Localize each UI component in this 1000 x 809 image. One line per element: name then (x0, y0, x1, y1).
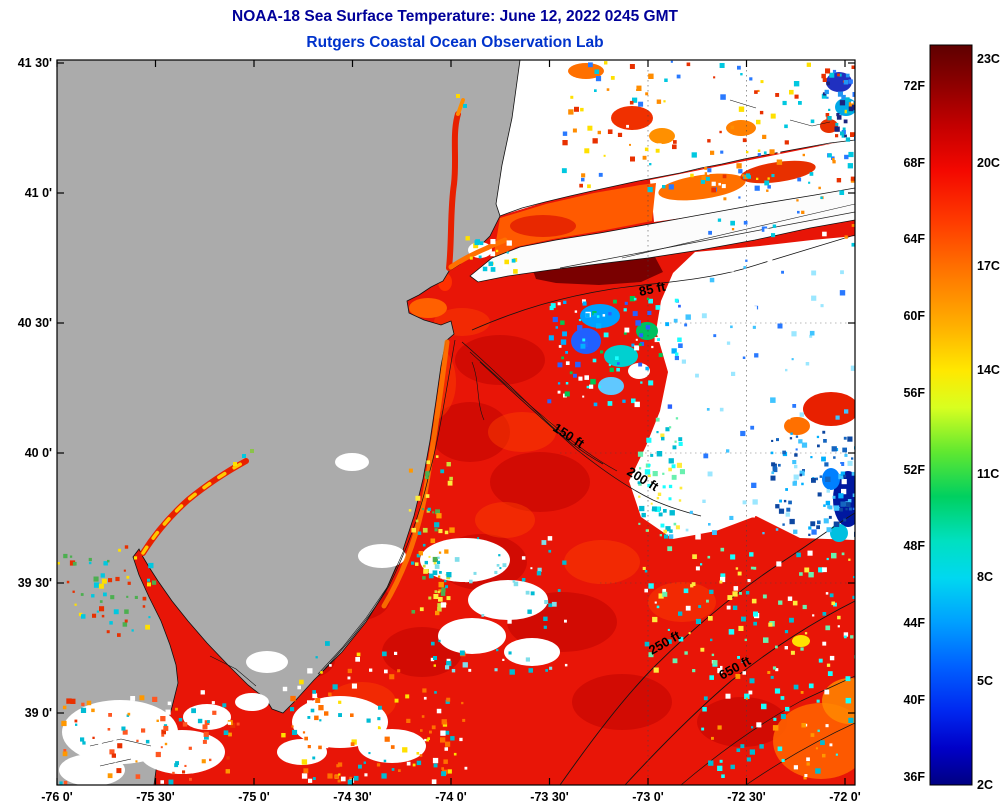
x-axis-labels: -76 0' -75 30' -75 0' -74 30' -74 0' -73… (41, 790, 860, 804)
ct-coastline (499, 99, 855, 217)
x-tick-label: -73 30' (530, 790, 568, 804)
land-region (57, 60, 521, 785)
colorbar-fahrenheit-labels: 72F 68F 64F 60F 56F 52F 48F 44F 40F 36F (903, 79, 925, 784)
colorbar-label-c: 11C (977, 467, 999, 481)
colorbar-celsius-labels: 23C 20C 17C 14C 11C 8C 5C 2C (977, 52, 1000, 792)
x-tick-label: -72 30' (727, 790, 765, 804)
colorbar: 72F 68F 64F 60F 56F 52F 48F 44F 40F 36F … (903, 44, 1000, 792)
colorbar-label-f: 52F (903, 463, 925, 477)
x-tick-label: -74 30' (333, 790, 371, 804)
colorbar-label-c: 8C (977, 570, 993, 584)
x-tick-label: -74 0' (435, 790, 466, 804)
y-tick-label: 40 0' (25, 446, 52, 460)
x-tick-label: -73 0' (632, 790, 663, 804)
contour-label-85ft: 85 ft (638, 279, 668, 299)
sst-anomalies (381, 257, 855, 779)
axis-ticks (56, 60, 855, 785)
colorbar-label-f: 64F (903, 232, 925, 246)
y-tick-label: 41 30' (18, 56, 52, 70)
colorbar-label-f: 60F (903, 309, 925, 323)
y-tick-label: 41 0' (25, 186, 52, 200)
colorbar-label-c: 14C (977, 363, 1000, 377)
colorbar-gradient (929, 44, 973, 786)
colorbar-label-f: 68F (903, 156, 925, 170)
plot-frame (56, 59, 856, 786)
colorbar-label-f: 56F (903, 386, 925, 400)
graticule (560, 60, 855, 785)
colorbar-label-c: 23C (977, 52, 1000, 66)
colorbar-label-c: 17C (977, 259, 1000, 273)
y-tick-label: 40 30' (18, 316, 52, 330)
river-sst-streaks (140, 94, 508, 556)
y-axis-labels: 41 30' 41 0' 40 30' 40 0' 39 30' 39 0' (18, 56, 52, 720)
colorbar-label-f: 44F (903, 616, 925, 630)
x-tick-label: -75 0' (238, 790, 269, 804)
long-island (469, 187, 855, 283)
y-tick-label: 39 0' (25, 706, 52, 720)
colorbar-label-f: 72F (903, 79, 925, 93)
colorbar-label-c: 20C (977, 156, 1000, 170)
colorbar-label-f: 48F (903, 539, 925, 553)
x-tick-label: -72 0' (829, 790, 860, 804)
map-plot: 85 ft 150 ft 200 ft 250 ft 650 ft (57, 60, 855, 785)
page-subtitle: Rutgers Coastal Ocean Observation Lab (306, 34, 603, 51)
colorbar-label-c: 2C (977, 778, 993, 792)
east-river-sst (448, 237, 508, 270)
page-title: NOAA-18 Sea Surface Temperature: June 12… (232, 8, 678, 25)
colorbar-label-f: 36F (903, 770, 925, 784)
x-tick-label: -75 30' (136, 790, 174, 804)
sst-speckles (57, 60, 855, 785)
colorbar-label-f: 40F (903, 693, 925, 707)
y-tick-label: 39 30' (18, 576, 52, 590)
x-tick-label: -76 0' (41, 790, 72, 804)
colorbar-label-c: 5C (977, 674, 993, 688)
hudson-river-sst (446, 111, 461, 271)
li-sound-water (493, 160, 816, 259)
